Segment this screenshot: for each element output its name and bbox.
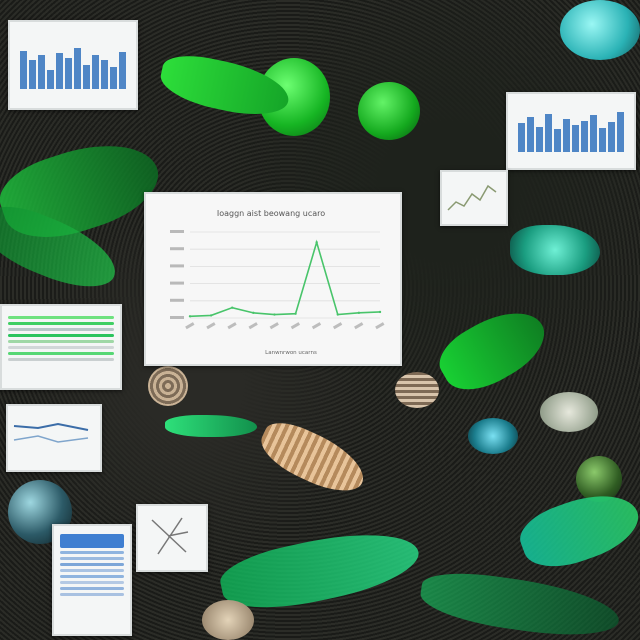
x-tick-mark — [290, 322, 301, 330]
y-tick-mark — [170, 230, 184, 233]
data-point — [231, 306, 234, 309]
x-axis — [185, 322, 385, 330]
mini-line — [13, 422, 89, 443]
y-tick-mark — [170, 298, 184, 302]
series-line — [189, 239, 381, 318]
small-bar-chart-card-top-right — [506, 92, 636, 170]
mini-bars — [518, 110, 624, 152]
x-axis-label: Lanwnrwon ucarns — [265, 350, 317, 356]
teal-coral-right — [510, 225, 600, 275]
x-tick-mark — [227, 322, 237, 330]
green-worm-center — [165, 415, 257, 437]
data-point — [336, 313, 339, 316]
data-point — [252, 311, 255, 315]
small-card-lower-left — [6, 404, 102, 472]
green-orb-bottom-right — [576, 456, 622, 502]
x-tick-mark — [354, 322, 364, 330]
y-tick-mark — [170, 247, 184, 251]
coral-branch-bottom-right — [417, 566, 623, 640]
chart-series — [188, 239, 382, 318]
y-tick-mark — [170, 264, 184, 268]
small-text-card-bottom — [52, 524, 132, 636]
teal-orb-top-right — [560, 0, 640, 60]
x-tick-mark — [269, 322, 279, 330]
main-line-chart: Ioaggn aist beowang ucaro Lanwnrwon ucar… — [170, 209, 385, 356]
x-tick-mark — [375, 322, 385, 330]
striped-worm — [253, 413, 373, 503]
y-tick-mark — [170, 281, 184, 285]
green-tentacle-top — [156, 49, 294, 123]
pale-fungus-right — [540, 392, 598, 432]
shell-right — [395, 372, 439, 408]
small-lines-card-left — [0, 304, 122, 390]
data-point — [188, 315, 192, 318]
x-tick-mark — [311, 322, 322, 330]
y-axis — [170, 230, 184, 319]
teal-shell-right — [468, 418, 518, 454]
data-point — [209, 314, 213, 317]
mini-bars — [20, 41, 126, 90]
data-point — [273, 313, 276, 316]
chart-title: Ioaggn aist beowang ucaro — [217, 209, 325, 218]
x-tick-mark — [185, 322, 195, 330]
x-tick-mark — [248, 322, 258, 330]
shell-left — [148, 366, 188, 406]
mini-line — [447, 184, 497, 211]
small-sketch-card-bottom — [136, 504, 208, 572]
green-pod — [358, 82, 420, 140]
data-point — [294, 312, 297, 315]
mini-sketch — [151, 517, 189, 555]
shell-bottom — [202, 600, 254, 640]
data-point — [357, 311, 361, 315]
data-point — [315, 241, 318, 244]
small-bar-chart-card-top-left — [8, 20, 138, 110]
small-line-chart-card-right — [440, 170, 508, 226]
main-line-chart-card: Ioaggn aist beowang ucaro Lanwnrwon ucar… — [144, 192, 402, 366]
chart-grid — [190, 231, 380, 319]
x-tick-mark — [206, 322, 216, 330]
y-tick-mark — [170, 316, 184, 319]
green-creature-right — [430, 296, 556, 404]
green-coral-bottom — [215, 519, 425, 621]
teal-coral-bottom-right — [513, 481, 640, 579]
data-point — [378, 310, 382, 314]
x-tick-mark — [332, 322, 343, 330]
